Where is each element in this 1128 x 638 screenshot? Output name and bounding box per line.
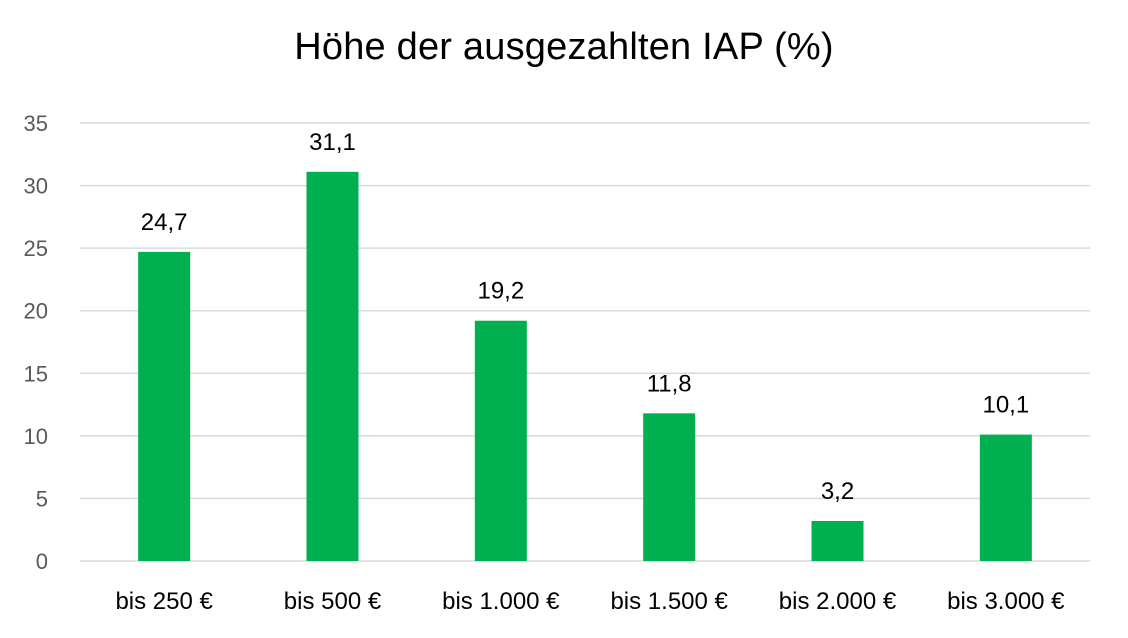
- x-tick-label: bis 250 €: [115, 588, 213, 615]
- y-tick-label: 30: [24, 174, 48, 199]
- bar: [979, 434, 1032, 561]
- y-tick-label: 25: [24, 236, 48, 261]
- x-tick-label: bis 1.500 €: [610, 588, 728, 615]
- data-label: 19,2: [477, 278, 524, 305]
- bar: [138, 251, 191, 561]
- y-tick-label: 35: [24, 111, 48, 136]
- y-tick-label: 10: [24, 424, 48, 449]
- bar: [811, 520, 864, 561]
- chart-title: Höhe der ausgezahlten IAP (%): [294, 26, 834, 68]
- y-tick-label: 5: [36, 486, 48, 511]
- data-label: 10,1: [982, 392, 1029, 419]
- x-tick-label: bis 2.000 €: [779, 588, 897, 615]
- y-tick-label: 15: [24, 361, 48, 386]
- y-tick-label: 20: [24, 299, 48, 324]
- data-label: 24,7: [141, 209, 188, 236]
- bar: [474, 320, 527, 561]
- y-tick-label: 0: [36, 549, 48, 574]
- data-label: 11,8: [647, 370, 692, 397]
- bar: [306, 171, 359, 561]
- x-tick-label: bis 3.000 €: [947, 588, 1065, 615]
- x-tick-label: bis 500 €: [284, 588, 382, 615]
- bar: [643, 413, 696, 561]
- data-label: 3,2: [821, 478, 854, 505]
- x-tick-label: bis 1.000 €: [442, 588, 560, 615]
- data-label: 31,1: [309, 129, 356, 156]
